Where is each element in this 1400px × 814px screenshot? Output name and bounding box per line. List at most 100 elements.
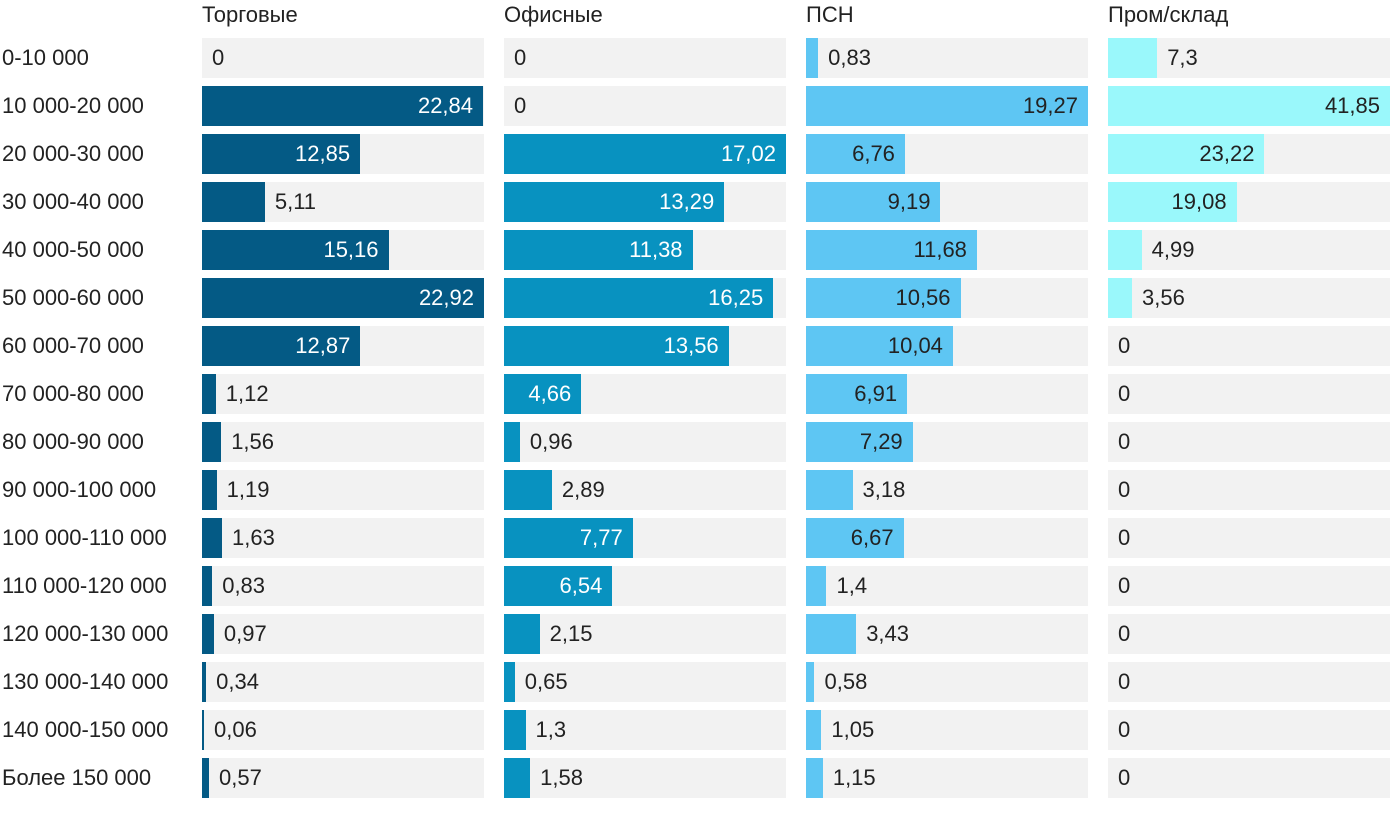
- bar: [504, 710, 526, 750]
- data-label: 11,68: [913, 237, 967, 262]
- series-title: ПСН: [806, 2, 854, 27]
- data-label: 6,91: [854, 381, 898, 406]
- bar: [202, 182, 265, 222]
- bar-track: 0,83: [806, 38, 1088, 78]
- bar-track: 0,06: [202, 710, 484, 750]
- bar-track: 2,89: [504, 470, 786, 510]
- bar-track: 3,56: [1108, 278, 1390, 318]
- bar: [202, 470, 217, 510]
- data-label: 0,34: [216, 669, 259, 694]
- bar-track: 10,04: [806, 326, 1088, 366]
- bar: [202, 230, 389, 270]
- bar: [806, 374, 908, 414]
- data-label: 12,87: [295, 333, 351, 358]
- bar-track: 2,15: [504, 614, 786, 654]
- category-label: 0-10 000: [2, 45, 89, 70]
- bar: [202, 278, 484, 318]
- bar-track: 10,56: [806, 278, 1088, 318]
- bar-track: 41,85: [1108, 86, 1390, 126]
- bar-track: 0: [504, 38, 786, 78]
- category-label: 60 000-70 000: [2, 333, 144, 358]
- data-label: 1,3: [535, 717, 567, 742]
- data-label: 22,84: [417, 93, 474, 118]
- bar-track: 1,05: [806, 710, 1088, 750]
- bar-track: 11,68: [806, 230, 1088, 270]
- data-label: 0: [1118, 765, 1131, 790]
- bar: [202, 86, 484, 126]
- bar: [504, 422, 520, 462]
- series-title: Пром/склад: [1108, 2, 1229, 27]
- category-label: 10 000-20 000: [2, 93, 144, 118]
- data-label: 13,29: [659, 189, 715, 214]
- bar-track: 5,11: [202, 182, 484, 222]
- bar-track: 0: [1108, 566, 1390, 606]
- data-label: 23,22: [1199, 141, 1255, 166]
- data-label: 6,67: [850, 525, 894, 550]
- bar: [202, 326, 361, 366]
- category-label: 50 000-60 000: [2, 285, 144, 310]
- bar-track: 0: [1108, 470, 1390, 510]
- data-label: 0: [1118, 429, 1131, 454]
- bar: [202, 662, 207, 702]
- data-label: 3,56: [1141, 285, 1185, 310]
- data-label: 15,16: [323, 237, 379, 262]
- bar-track: 15,16: [202, 230, 484, 270]
- category-label: 100 000-110 000: [2, 525, 167, 550]
- bar: [504, 182, 725, 222]
- bar: [504, 230, 693, 270]
- bar: [806, 518, 904, 558]
- data-label: 1,4: [836, 573, 868, 598]
- bar-track: 0,97: [202, 614, 484, 654]
- data-label: 0: [1118, 525, 1131, 550]
- bar-track: 0: [504, 86, 786, 126]
- bar-track: 7,3: [1108, 38, 1390, 78]
- data-label: 4,99: [1151, 237, 1195, 262]
- bar-track: 0: [1108, 662, 1390, 702]
- bar: [806, 662, 815, 702]
- category-label: 130 000-140 000: [2, 669, 169, 694]
- bar-track: 1,63: [202, 518, 484, 558]
- bar: [504, 614, 540, 654]
- category-label: 120 000-130 000: [2, 621, 169, 646]
- bar-track: 19,27: [806, 86, 1088, 126]
- bar: [806, 614, 857, 654]
- bar-track: 17,02: [504, 134, 786, 174]
- bar: [504, 518, 633, 558]
- data-label: 6,76: [852, 141, 895, 166]
- bar-track: 0,65: [504, 662, 786, 702]
- data-label: 17,02: [720, 141, 776, 166]
- category-label: 110 000-120 000: [2, 573, 167, 598]
- data-label: 0: [212, 45, 225, 70]
- bar: [504, 662, 515, 702]
- bar: [1108, 38, 1158, 78]
- category-label: 20 000-30 000: [2, 141, 144, 166]
- bar: [202, 422, 222, 462]
- bar-track: 9,19: [806, 182, 1088, 222]
- data-label: 2,89: [561, 477, 605, 502]
- bar-track: 6,67: [806, 518, 1088, 558]
- data-label: 0,65: [524, 669, 568, 694]
- bar-track: 6,76: [806, 134, 1088, 174]
- bar-track: 0,83: [202, 566, 484, 606]
- category-label: 40 000-50 000: [2, 237, 144, 262]
- data-label: 1,12: [225, 381, 269, 406]
- bar: [1108, 134, 1265, 174]
- bar: [202, 614, 214, 654]
- data-label: 41,85: [1324, 93, 1380, 118]
- data-label: 6,54: [559, 573, 603, 598]
- bar-track: 1,56: [202, 422, 484, 462]
- bar-track: 0: [1108, 614, 1390, 654]
- bar-track: 0: [1108, 422, 1390, 462]
- category-label: 80 000-90 000: [2, 429, 144, 454]
- bar-track: 12,85: [202, 134, 484, 174]
- bar: [806, 230, 977, 270]
- data-label: 4,66: [528, 381, 572, 406]
- data-label: 0: [514, 45, 527, 70]
- bar-track: 0: [1108, 518, 1390, 558]
- data-label: 1,63: [232, 525, 275, 550]
- bar: [504, 326, 729, 366]
- data-label: 12,85: [295, 141, 351, 166]
- bar-track: 6,54: [504, 566, 786, 606]
- data-label: 2,15: [549, 621, 593, 646]
- bar: [806, 470, 853, 510]
